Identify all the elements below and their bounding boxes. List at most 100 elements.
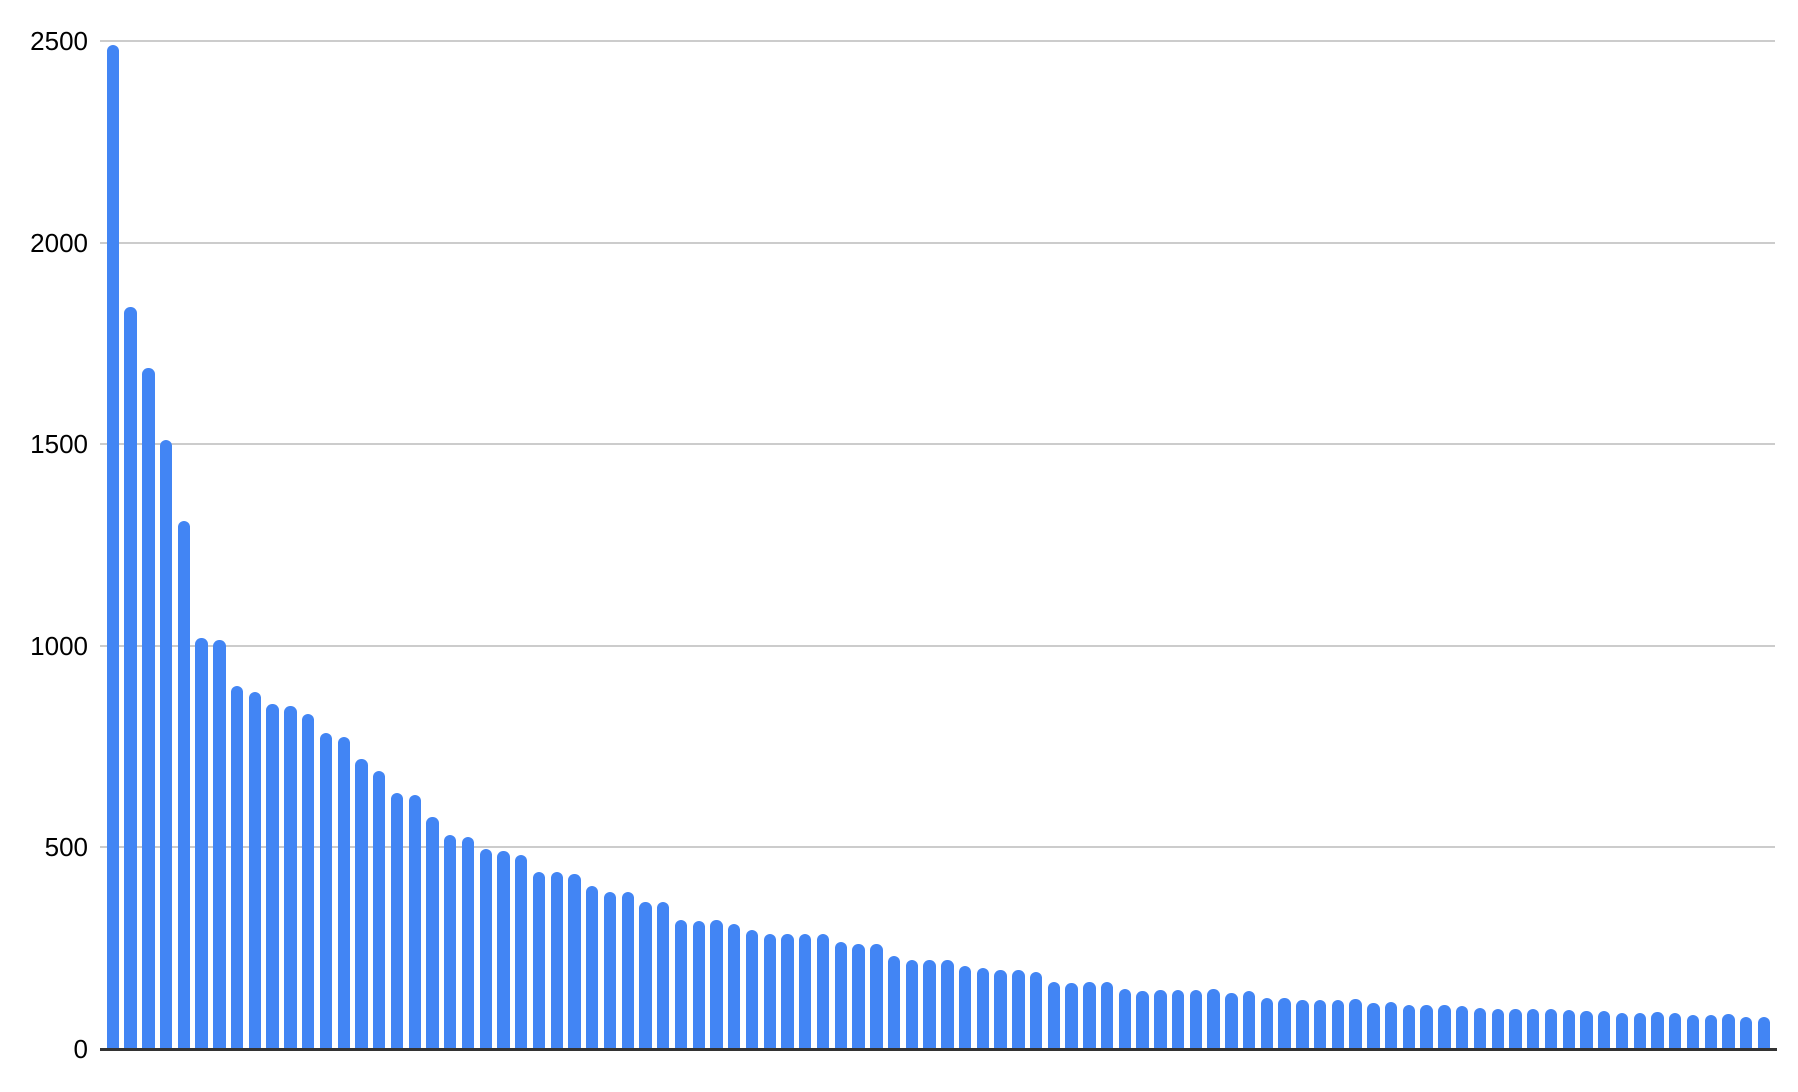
bar: [142, 367, 155, 1049]
bar: [568, 873, 581, 1049]
bar: [1189, 990, 1203, 1049]
bar: [1704, 1015, 1717, 1049]
x-axis-line: [100, 1048, 1777, 1051]
bar: [159, 440, 173, 1049]
bar: [319, 732, 333, 1049]
bar: [1757, 1017, 1771, 1049]
bar: [1598, 1010, 1611, 1049]
y-tick-label: 2000: [30, 227, 88, 258]
bar: [1012, 969, 1025, 1049]
bar: [1473, 1008, 1487, 1049]
gridline: [100, 40, 1775, 42]
bar: [710, 919, 723, 1049]
bar: [1402, 1005, 1416, 1049]
bar: [870, 944, 883, 1049]
bar: [195, 637, 208, 1049]
bar: [621, 891, 634, 1049]
y-tick-label: 1000: [30, 630, 88, 661]
bar: [1544, 1008, 1558, 1049]
bar: [958, 966, 972, 1049]
bar: [852, 944, 865, 1049]
bar: [1438, 1005, 1451, 1049]
bar: [355, 758, 368, 1049]
bar: [1225, 992, 1238, 1049]
bar: [1242, 990, 1256, 1049]
bar: [515, 855, 528, 1049]
bar: [1615, 1012, 1629, 1049]
bar: [532, 871, 546, 1049]
bar: [816, 934, 830, 1049]
y-tick-label: 500: [44, 832, 88, 863]
bar: [887, 956, 901, 1049]
bar: [408, 794, 421, 1049]
bar: [1065, 983, 1078, 1049]
bar: [337, 736, 350, 1049]
bar: [1154, 990, 1167, 1049]
bar: [781, 934, 794, 1049]
bar: [1118, 988, 1132, 1049]
y-axis-labels: 0 500 1000 1500 2000 2500: [0, 28, 88, 1062]
bar: [213, 639, 226, 1049]
bar: [284, 706, 297, 1049]
bar: [497, 851, 510, 1049]
bar: [1686, 1015, 1700, 1049]
bar: [941, 959, 954, 1049]
bar: [1136, 990, 1149, 1049]
y-tick-label: 1500: [30, 429, 88, 460]
y-tick-label: 2500: [30, 26, 88, 56]
bar: [106, 45, 120, 1049]
bar: [444, 835, 457, 1049]
bar: [1331, 999, 1345, 1049]
bar: [1207, 989, 1220, 1049]
bar: [301, 714, 315, 1049]
bar: [1509, 1008, 1522, 1049]
bar: [674, 919, 688, 1049]
bar: [1669, 1012, 1682, 1049]
bar: [1384, 1001, 1398, 1049]
bar: [586, 885, 599, 1049]
bar: [763, 934, 776, 1049]
bar: [177, 520, 191, 1049]
bar: [923, 960, 936, 1049]
gridline: [100, 443, 1775, 446]
bar: [1296, 1000, 1309, 1049]
bar: [426, 817, 439, 1049]
bar: [373, 770, 386, 1049]
bar: [248, 692, 262, 1049]
bar: [1349, 999, 1362, 1049]
gridline: [100, 846, 1775, 849]
plot-area: [100, 40, 1777, 1051]
bar: [1100, 981, 1114, 1049]
bar: [1580, 1010, 1593, 1049]
bar: [905, 960, 919, 1049]
bar: [1083, 982, 1096, 1049]
bar: [603, 891, 617, 1049]
bar: [976, 968, 990, 1049]
bar: [1278, 998, 1291, 1049]
bar: [1562, 1009, 1575, 1049]
bar: [230, 686, 244, 1049]
bar: [1527, 1008, 1540, 1049]
bar: [479, 849, 492, 1049]
bar: [834, 942, 847, 1049]
bar: [1313, 999, 1327, 1049]
bar: [1491, 1008, 1504, 1049]
gridline: [100, 241, 1775, 244]
bar: [390, 792, 404, 1049]
bar: [1367, 1003, 1380, 1049]
bar: [1722, 1014, 1735, 1049]
bar: [994, 970, 1007, 1049]
bar: [799, 934, 812, 1049]
gridline: [100, 644, 1775, 647]
bar: [1029, 972, 1043, 1049]
bar: [1047, 982, 1061, 1049]
bar: [1740, 1017, 1753, 1049]
bar: [745, 930, 759, 1049]
bar: [1456, 1005, 1469, 1049]
bar: [461, 837, 475, 1049]
y-tick-label: 0: [73, 1034, 88, 1064]
bar: [657, 901, 670, 1049]
bar: [1420, 1004, 1433, 1049]
bar: [266, 704, 279, 1049]
